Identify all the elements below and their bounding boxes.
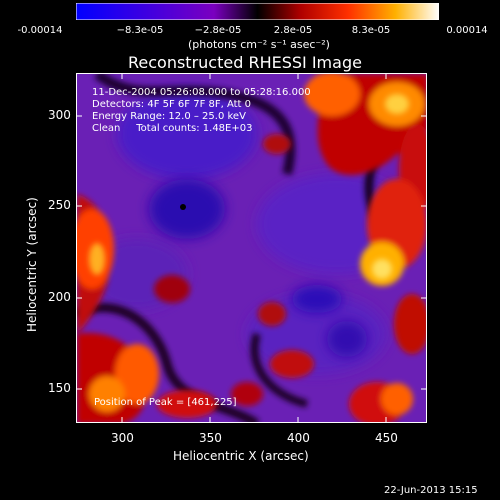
x-tick-label: 300	[111, 431, 134, 445]
x-tick-label: 350	[199, 431, 222, 445]
colorbar-tick: −2.8e-05	[194, 25, 242, 36]
colorbar-tick: 8.3e-05	[351, 25, 391, 36]
colorbar-tick: −8.3e-05	[116, 25, 164, 36]
info-energy-range: Energy Range: 12.0 – 25.0 keV	[92, 111, 246, 122]
colorbar-tick: 0.00014	[446, 25, 488, 36]
colorbar-units: (photons cm⁻² s⁻¹ asec⁻²)	[188, 38, 330, 51]
x-tick-label: 450	[375, 431, 398, 445]
x-tick-label: 400	[287, 431, 310, 445]
image-panel	[76, 73, 427, 423]
info-time-range: 11-Dec-2004 05:26:08.000 to 05:28:16.000	[92, 87, 311, 98]
colorbar-tick: -0.00014	[17, 25, 63, 36]
info-detectors: Detectors: 4F 5F 6F 7F 8F, Att 0	[92, 99, 252, 110]
hxr-image	[77, 74, 426, 422]
info-clean-counts: Clean Total counts: 1.48E+03	[92, 123, 253, 134]
y-tick-label: 300	[48, 108, 71, 122]
colorbar-gradient	[76, 3, 439, 20]
y-tick-label: 250	[48, 198, 71, 212]
info-peak-position: Position of Peak = [461,225]	[94, 397, 237, 408]
y-tick-label: 200	[48, 290, 71, 304]
colorbar-tick: 2.8e-05	[273, 25, 313, 36]
plot-title: Reconstructed RHESSI Image	[128, 53, 362, 72]
x-axis-title: Heliocentric X (arcsec)	[173, 449, 309, 463]
timestamp-footer: 22-Jun-2013 15:15	[384, 485, 478, 496]
y-axis-title: Heliocentric Y (arcsec)	[25, 197, 39, 332]
y-tick-label: 150	[48, 381, 71, 395]
